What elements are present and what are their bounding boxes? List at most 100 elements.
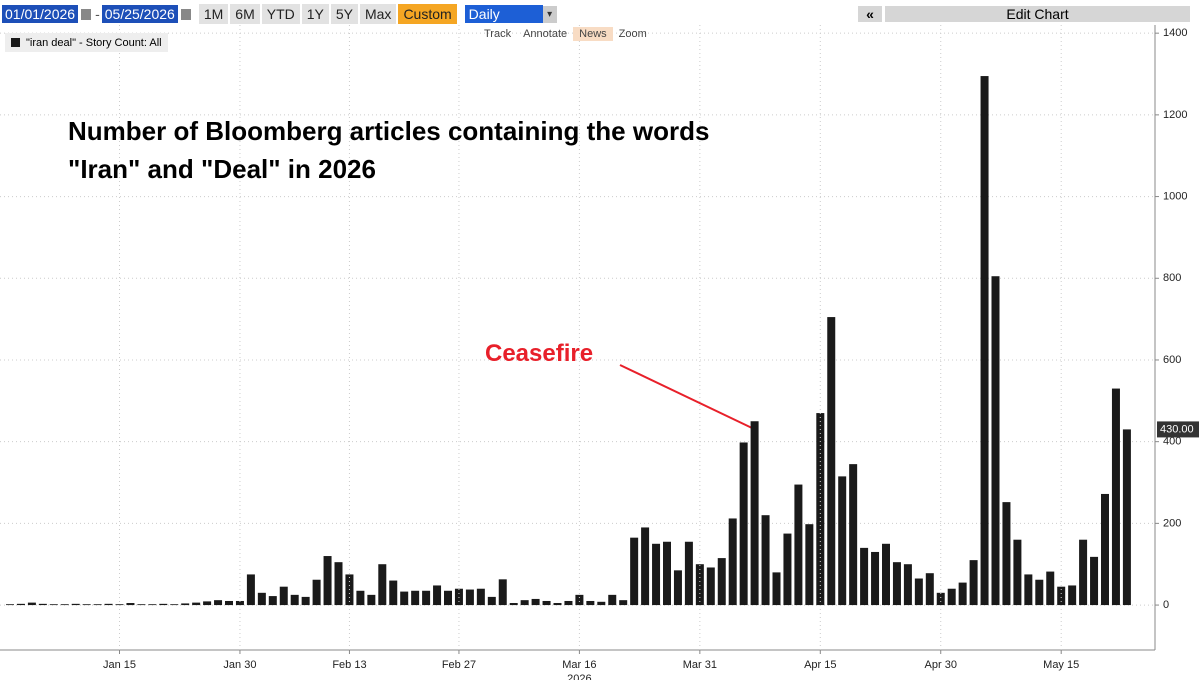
bar [903, 564, 912, 606]
range-button[interactable]: Max [359, 4, 397, 24]
bar [16, 603, 25, 606]
bar [531, 598, 540, 606]
bar [181, 603, 190, 606]
bar [203, 601, 212, 606]
bar [1111, 388, 1120, 606]
x-tick-label: Mar 16 [562, 659, 596, 671]
annotation-arrow [619, 364, 753, 429]
bar [849, 464, 858, 606]
chart-tools: Track Annotate News Zoom [478, 27, 653, 41]
bar [323, 556, 332, 606]
tool-button[interactable]: Zoom [618, 28, 647, 40]
bar [246, 574, 255, 606]
annotation: Ceasefire [485, 340, 594, 367]
bar [487, 596, 496, 606]
bar [991, 276, 1000, 606]
bar [882, 543, 890, 606]
calendar-icon[interactable] [180, 8, 191, 20]
bar [827, 317, 836, 606]
bar [257, 592, 266, 606]
tool-button[interactable]: Track [484, 28, 512, 40]
bar [958, 582, 967, 606]
y-tick-label: 800 [1163, 272, 1181, 284]
range-button[interactable]: Custom [398, 4, 457, 24]
bar [454, 588, 463, 606]
bar [794, 484, 803, 606]
bar [126, 603, 135, 606]
range-button[interactable]: 1Y [301, 4, 329, 24]
bar [684, 541, 693, 606]
bar [860, 547, 869, 606]
bar [1090, 556, 1099, 606]
bar [301, 596, 310, 606]
bar [192, 602, 201, 606]
legend-label: "iran deal" - Story Count: All [26, 36, 162, 49]
x-tick-label: Apr 30 [925, 659, 957, 671]
bar [1068, 585, 1077, 606]
x-tick-label: May 15 [1043, 659, 1079, 671]
x-tick-label: Jan 15 [103, 659, 136, 671]
bar [279, 586, 288, 606]
bar [38, 603, 47, 606]
bar [115, 604, 124, 606]
bar [608, 594, 617, 606]
bar [1046, 571, 1055, 606]
bar [1079, 539, 1088, 606]
bar [225, 600, 233, 606]
x-year-label: 2026 [567, 673, 591, 680]
frequency-select[interactable]: Daily [464, 5, 543, 23]
bar [936, 592, 945, 606]
bar [49, 604, 58, 606]
bar [761, 515, 770, 606]
x-tick-label: Apr 15 [804, 659, 836, 671]
bar [969, 560, 978, 606]
bar [312, 579, 321, 606]
bar [148, 604, 157, 606]
range-button[interactable]: 5Y [330, 4, 358, 24]
bar [60, 604, 69, 606]
bar [1013, 539, 1022, 606]
bar [739, 442, 748, 606]
dropdown-arrow[interactable]: ▾ [542, 5, 557, 23]
bar [137, 604, 146, 606]
bar [93, 604, 102, 606]
bar [652, 543, 661, 606]
x-tick-label: Feb 27 [442, 659, 476, 671]
bar [411, 590, 420, 606]
bar [838, 476, 847, 606]
x-tick-label: Mar 31 [683, 659, 717, 671]
tool-button[interactable]: News [573, 27, 613, 41]
collapse-button[interactable]: « [858, 6, 882, 22]
bar [235, 600, 244, 606]
bar [104, 603, 113, 606]
bar [1035, 579, 1044, 606]
bar [356, 590, 365, 606]
bar [728, 518, 737, 606]
bar [509, 603, 518, 606]
bar [498, 579, 507, 606]
calendar-icon[interactable] [81, 8, 92, 20]
bar [465, 589, 474, 606]
y-tick-label: 1000 [1163, 190, 1187, 202]
bar [914, 578, 923, 606]
range-button[interactable]: YTD [261, 4, 300, 24]
bar [805, 524, 814, 606]
start-date[interactable]: 01/01/2026 [2, 5, 79, 23]
bar [553, 603, 562, 606]
end-date[interactable]: 05/25/2026 [101, 5, 178, 23]
bar [444, 590, 452, 606]
tool-button[interactable]: Annotate [523, 28, 568, 40]
bar [641, 527, 650, 606]
bar [663, 541, 671, 606]
range-button[interactable]: 1M [198, 4, 229, 24]
edit-chart-button[interactable]: Edit Chart [885, 6, 1190, 22]
bar [334, 562, 343, 606]
bar [619, 600, 628, 606]
bar [673, 570, 682, 606]
range-button[interactable]: 6M [230, 4, 260, 24]
bar [71, 603, 80, 606]
bar [290, 594, 299, 606]
bar [389, 580, 398, 606]
bar [82, 604, 91, 606]
range-buttons: 1M 6M YTD 1Y 5Y Max Custom [198, 4, 459, 24]
